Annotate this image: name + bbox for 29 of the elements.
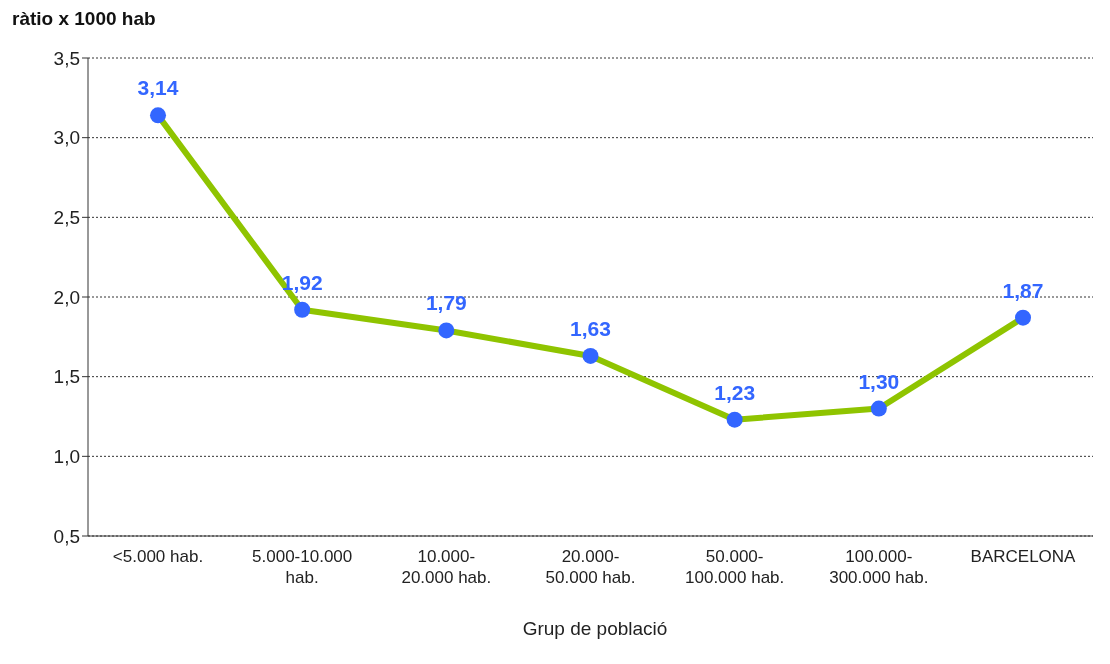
y-tick-label: 3,0	[53, 127, 80, 149]
y-axis-title: ràtio x 1000 hab	[11, 8, 157, 31]
y-tick-label: 1,0	[53, 446, 80, 468]
x-tick-label: BARCELONA	[970, 547, 1077, 566]
x-tick-label: <5.000 hab.	[112, 547, 204, 566]
data-label: 1,30	[858, 369, 900, 393]
y-tick-label: 2,5	[53, 207, 80, 229]
point	[1015, 309, 1031, 326]
point	[870, 400, 887, 417]
point	[150, 107, 166, 124]
y-tick-label: 3,5	[53, 47, 80, 69]
x-tick-label: 20.000-50.000 hab.	[545, 547, 636, 587]
data-label: 1,79	[425, 291, 467, 315]
x-tick-label: 100.000-300.000 hab.	[829, 547, 929, 587]
y-tick-label: 1,5	[53, 366, 80, 388]
y-tick-label: 0,5	[53, 525, 80, 547]
x-tick-label: 5.000-10.000 hab.	[252, 547, 353, 587]
point	[726, 411, 743, 428]
x-tick-label: 50.000-100.000 hab.	[685, 547, 785, 587]
data-label: 3,14	[137, 76, 179, 100]
data-label: 1,87	[1002, 278, 1044, 302]
point	[438, 322, 455, 339]
y-tick-label: 2,0	[53, 286, 80, 308]
data-label: 1,23	[714, 380, 756, 404]
x-axis-title: Grup de població	[521, 618, 669, 640]
point	[582, 347, 599, 364]
data-label: 1,63	[570, 316, 611, 340]
x-tick-label: 10.000-20.000 hab.	[401, 547, 492, 587]
point	[294, 301, 311, 318]
